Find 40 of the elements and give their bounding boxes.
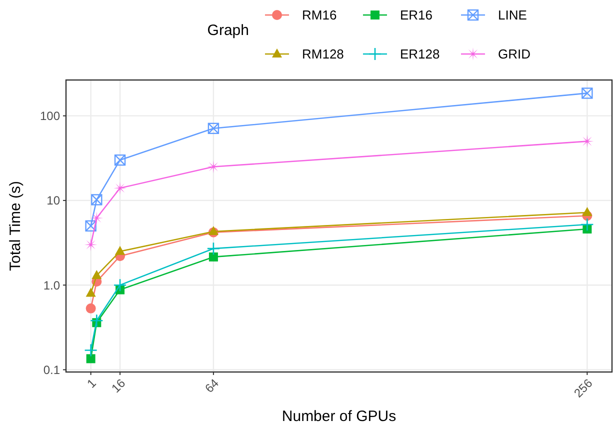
point <box>114 182 127 195</box>
point <box>114 154 126 166</box>
y-tick-label: 0.1 <box>43 362 60 377</box>
point <box>582 88 593 99</box>
point <box>208 122 220 134</box>
point <box>84 238 98 252</box>
point <box>90 314 104 328</box>
x-tick-label: 64 <box>202 376 222 396</box>
x-tick-label: 256 <box>571 376 596 400</box>
point <box>91 194 102 206</box>
point <box>206 242 220 256</box>
y-axis-title: Total Time (s) <box>7 180 24 272</box>
point <box>85 220 96 232</box>
point <box>208 226 218 235</box>
point <box>206 160 220 174</box>
point <box>84 344 98 357</box>
legend-title: Graph <box>207 22 249 39</box>
x-axis-title: Number of GPUs <box>282 408 396 425</box>
legend-label: LINE <box>498 8 528 23</box>
legend-label: ER16 <box>400 8 433 23</box>
point <box>582 207 592 216</box>
point <box>90 212 104 225</box>
point <box>86 288 96 297</box>
legend-label: ER128 <box>400 46 440 62</box>
point <box>113 278 127 292</box>
legend-label: GRID <box>498 46 530 62</box>
point <box>208 252 218 262</box>
legend-label: RM128 <box>302 46 344 62</box>
point <box>86 354 96 364</box>
x-tick-label: 1 <box>84 376 100 391</box>
x-tick-label: 16 <box>108 376 128 396</box>
y-tick-label: 1.0 <box>43 278 60 292</box>
y-tick-label: 100 <box>40 109 60 124</box>
legend-label: RM16 <box>302 8 337 23</box>
y-tick-label: 10 <box>46 194 60 208</box>
point <box>115 246 126 255</box>
point <box>580 134 594 148</box>
point <box>92 270 102 279</box>
point <box>580 218 594 232</box>
point <box>86 303 96 314</box>
